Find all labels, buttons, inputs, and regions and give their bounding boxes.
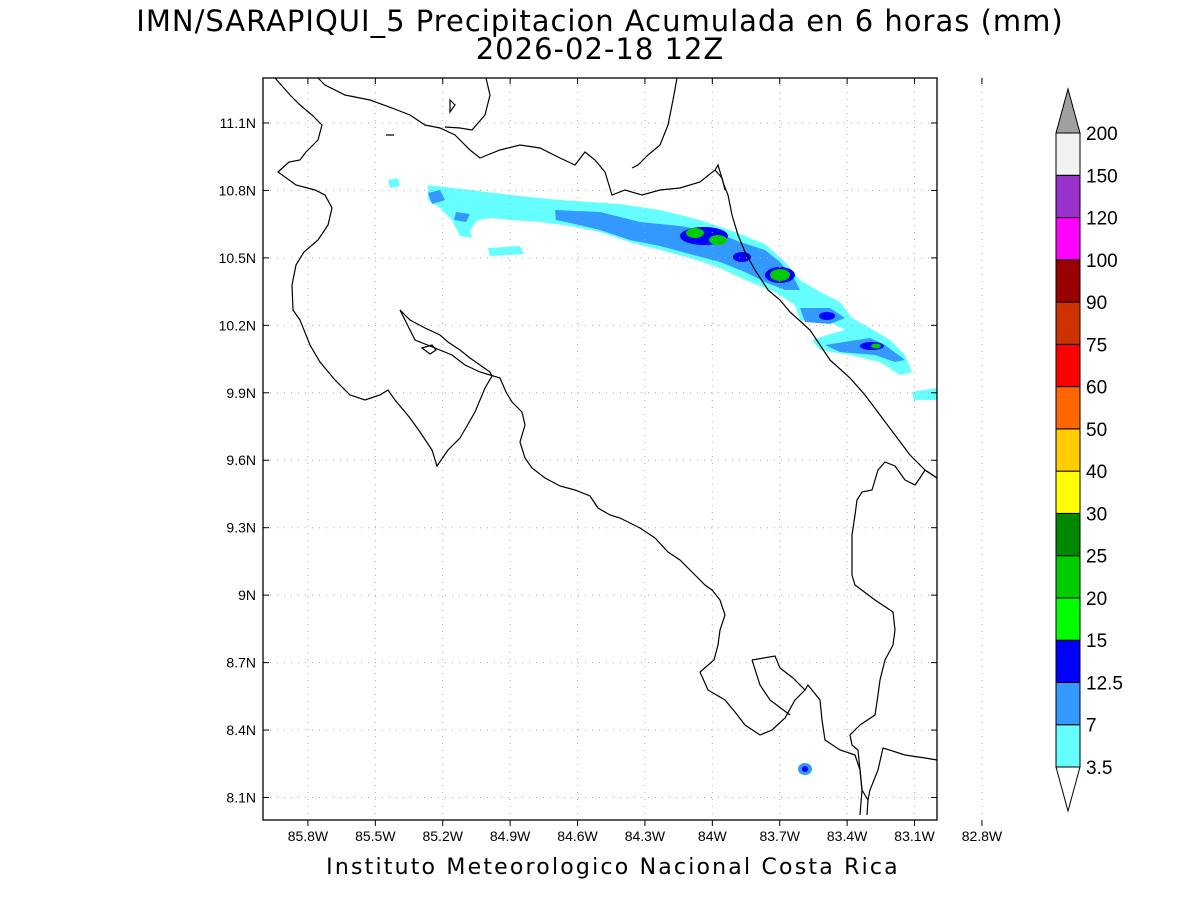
colorbar-label: 15 — [1086, 631, 1107, 652]
colorbar-label: 100 — [1086, 251, 1118, 272]
colorbar-swatch — [1055, 132, 1081, 176]
lon-tick-label: 82.8W — [962, 828, 1003, 844]
colorbar-label: 50 — [1086, 420, 1107, 441]
colorbar-label: 150 — [1086, 166, 1118, 187]
colorbar-swatch — [1055, 386, 1081, 430]
colorbar-swatch — [1055, 470, 1081, 514]
lon-tick-label: 83.7W — [759, 828, 800, 844]
lon-tick-label: 85.5W — [355, 828, 396, 844]
colorbar-swatch — [1055, 343, 1081, 388]
lon-tick-label: 84.3W — [625, 828, 666, 844]
colorbar-swatch — [1055, 428, 1081, 472]
precip-band-moderate-5 — [454, 212, 470, 222]
colorbar-swatch — [1055, 681, 1081, 726]
colorbar-label: 40 — [1086, 462, 1107, 483]
lon-tick-label: 84.6W — [557, 828, 598, 844]
precip-band-moderate-3 — [825, 338, 905, 362]
colorbar-swatch — [1055, 301, 1081, 345]
precip-band-small-1 — [488, 246, 524, 256]
coastline — [274, 77, 938, 816]
precipitation-field — [388, 178, 937, 775]
lon-tick-label: 83.1W — [894, 828, 935, 844]
colorbar-swatch — [1055, 512, 1081, 557]
axis-ticks: 85.8W 85.5W 85.2W 84.9W 84.6W 84.3W 84W 83.7W 83… — [219, 78, 1003, 844]
colorbar-label: 30 — [1086, 504, 1107, 525]
colorbar-label: 90 — [1086, 293, 1107, 314]
colorbar-swatch — [1055, 174, 1081, 219]
precip-core-heavy-4 — [819, 312, 835, 320]
colorbar-swatch — [1055, 724, 1081, 768]
colorbar-swatch — [1055, 217, 1081, 261]
lat-tick-label: 9.9N — [226, 385, 256, 401]
lon-tick-label: 85.8W — [288, 828, 329, 844]
lon-tick-label: 85.2W — [422, 828, 463, 844]
colorbar-label: 75 — [1086, 335, 1107, 356]
colorbar-label: 12.5 — [1086, 673, 1123, 694]
lat-tick-label: 9N — [238, 587, 256, 603]
lat-tick-label: 8.1N — [226, 790, 256, 806]
map-plot-area — [263, 78, 937, 820]
colorbar: 3.5 7 12.5 15 20 25 30 40 50 60 75 90 100 120 150 200 — [1055, 87, 1123, 813]
map-title: IMN/SARAPIQUI_5 Precipitacion Acumulada … — [136, 4, 1064, 38]
precip-band-moderate — [555, 210, 800, 290]
colorbar-top-arrow — [1055, 87, 1081, 134]
colorbar-label: 20 — [1086, 589, 1107, 610]
colorbar-label: 3.5 — [1086, 758, 1112, 779]
footer-credit: Instituto Meteorologico Nacional Costa R… — [326, 855, 900, 880]
precip-core-vheavy-1 — [686, 228, 704, 238]
colorbar-label: 7 — [1086, 716, 1097, 737]
lat-tick-label: 11.1N — [220, 115, 256, 131]
precip-band-light — [428, 185, 912, 375]
map-frame — [262, 77, 938, 821]
precip-band-moderate-4 — [428, 190, 445, 204]
lat-tick-label: 9.6N — [226, 452, 256, 468]
lat-tick-label: 8.7N — [226, 655, 256, 671]
colorbar-label: 200 — [1086, 124, 1118, 145]
colorbar-swatch — [1055, 555, 1081, 599]
lat-tick-label: 10.8N — [219, 182, 256, 198]
lon-tick-label: 84.9W — [490, 828, 531, 844]
colorbar-label: 120 — [1086, 209, 1118, 230]
border-line — [317, 77, 938, 479]
colorbar-label: 25 — [1086, 547, 1107, 568]
colorbar-label: 60 — [1086, 378, 1107, 399]
grid-lines — [263, 78, 983, 820]
precip-dot-inner — [802, 766, 808, 772]
precip-core-vheavy-2 — [709, 235, 727, 245]
colorbar-bottom-arrow — [1055, 766, 1081, 813]
lon-tick-label: 83.4W — [827, 828, 868, 844]
map-date: 2026-02-18 12Z — [475, 32, 725, 66]
lat-tick-label: 8.4N — [226, 722, 256, 738]
lon-tick-label: 84W — [698, 828, 728, 844]
colorbar-swatch — [1055, 597, 1081, 641]
precip-band-small-3 — [912, 388, 937, 400]
lat-tick-label: 9.3N — [226, 520, 256, 536]
precip-core-vheavy-4 — [871, 343, 881, 349]
lat-tick-label: 10.5N — [219, 250, 256, 266]
colorbar-swatch — [1055, 639, 1081, 683]
lat-tick-label: 10.2N — [219, 317, 256, 333]
colorbar-swatch — [1055, 259, 1081, 303]
precip-band-small-2 — [388, 178, 400, 188]
